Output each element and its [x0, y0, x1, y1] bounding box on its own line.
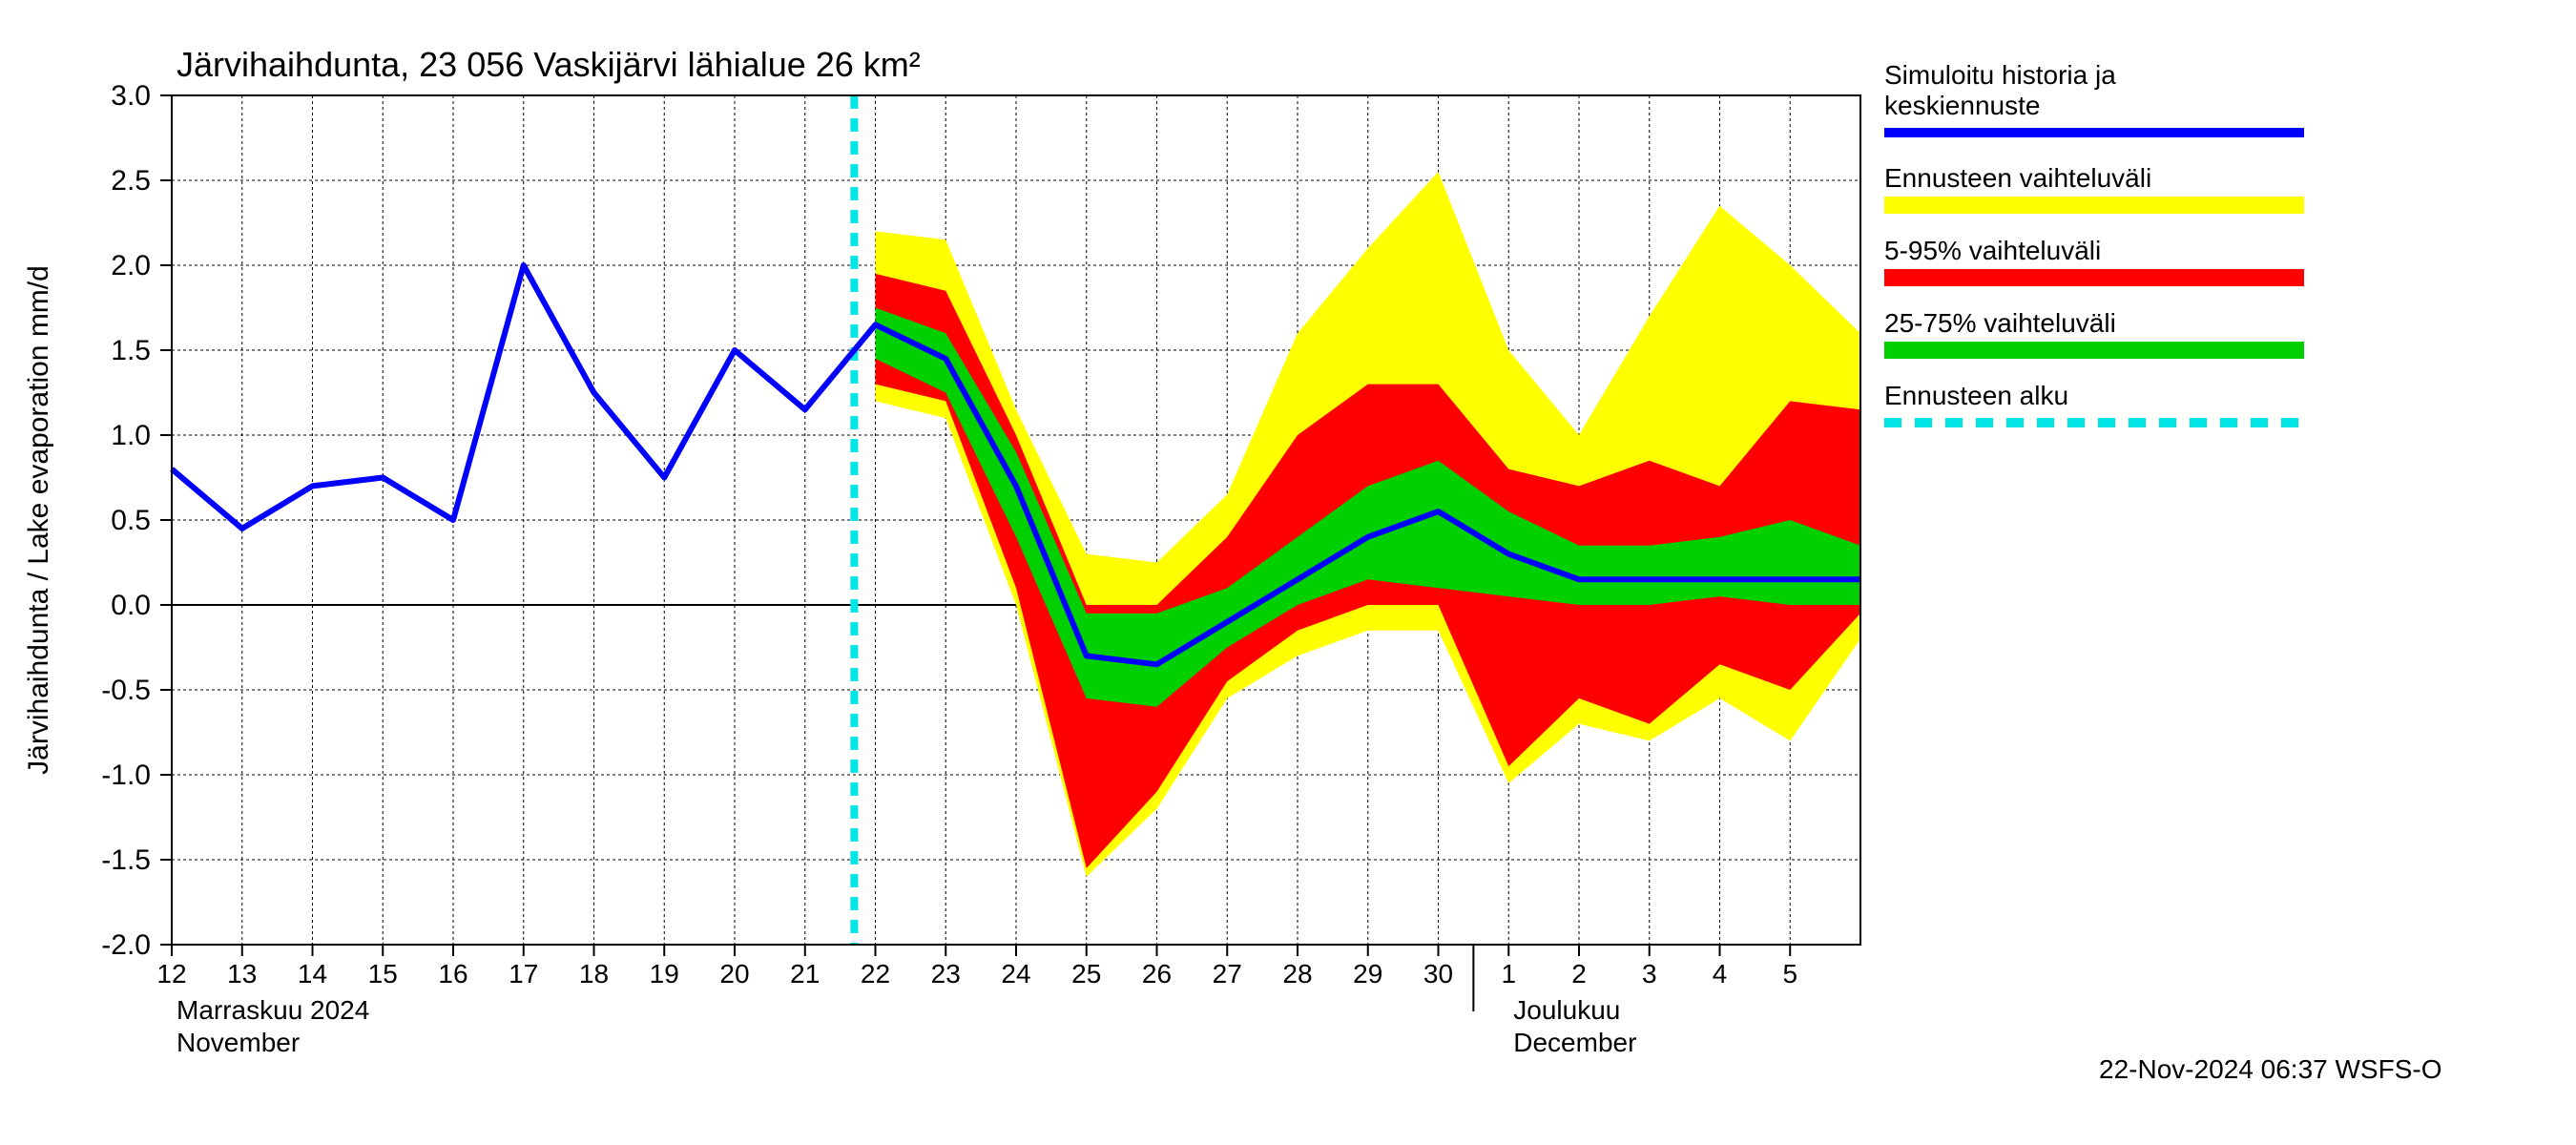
month-label-left-2: November: [177, 1028, 300, 1057]
legend-label: Ennusteen alku: [1884, 381, 2068, 410]
xtick-label: 12: [156, 959, 186, 989]
xtick-label: 23: [931, 959, 961, 989]
ytick-label: 1.5: [111, 335, 151, 366]
xtick-label: 1: [1501, 959, 1516, 989]
xtick-label: 15: [368, 959, 398, 989]
xtick-label: 27: [1213, 959, 1242, 989]
month-label-left-1: Marraskuu 2024: [177, 995, 369, 1025]
xtick-label: 13: [227, 959, 257, 989]
ytick-label: 2.5: [111, 165, 151, 197]
xtick-label: 30: [1423, 959, 1453, 989]
legend-label: Ennusteen vaihteluväli: [1884, 163, 2151, 193]
xtick-label: 2: [1571, 959, 1587, 989]
xtick-label: 20: [719, 959, 749, 989]
ytick-label: 3.0: [111, 80, 151, 112]
legend-swatch-band: [1884, 342, 2304, 359]
ytick-label: 2.0: [111, 250, 151, 281]
xtick-label: 24: [1001, 959, 1030, 989]
month-label-right-1: Joulukuu: [1513, 995, 1620, 1025]
xtick-label: 21: [790, 959, 820, 989]
ytick-label: -2.0: [101, 929, 151, 961]
chart-title: Järvihaihdunta, 23 056 Vaskijärvi lähial…: [177, 45, 921, 84]
legend-label: 5-95% vaihteluväli: [1884, 236, 2101, 265]
ytick-label: 0.0: [111, 590, 151, 621]
footer-timestamp: 22-Nov-2024 06:37 WSFS-O: [2099, 1054, 2442, 1084]
ytick-label: 0.5: [111, 505, 151, 536]
xtick-label: 29: [1353, 959, 1382, 989]
ytick-label: -0.5: [101, 675, 151, 706]
legend-label: 25-75% vaihteluväli: [1884, 308, 2116, 338]
xtick-label: 19: [650, 959, 679, 989]
y-axis-label: Järvihaihdunta / Lake evaporation mm/d: [23, 265, 54, 775]
xtick-label: 28: [1282, 959, 1312, 989]
legend-swatch-band: [1884, 269, 2304, 286]
xtick-label: 18: [579, 959, 609, 989]
xtick-label: 5: [1782, 959, 1797, 989]
xtick-label: 14: [298, 959, 327, 989]
xtick-label: 22: [861, 959, 890, 989]
xtick-label: 4: [1713, 959, 1728, 989]
xtick-label: 16: [438, 959, 467, 989]
month-label-right-2: December: [1513, 1028, 1636, 1057]
xtick-label: 17: [509, 959, 538, 989]
ytick-label: -1.0: [101, 760, 151, 791]
xtick-label: 26: [1142, 959, 1172, 989]
legend-label: keskiennuste: [1884, 91, 2040, 120]
xtick-label: 3: [1642, 959, 1657, 989]
ytick-label: -1.5: [101, 844, 151, 876]
legend-swatch-band: [1884, 197, 2304, 214]
legend-label: Simuloitu historia ja: [1884, 60, 2116, 90]
xtick-label: 25: [1071, 959, 1101, 989]
ytick-label: 1.0: [111, 420, 151, 451]
